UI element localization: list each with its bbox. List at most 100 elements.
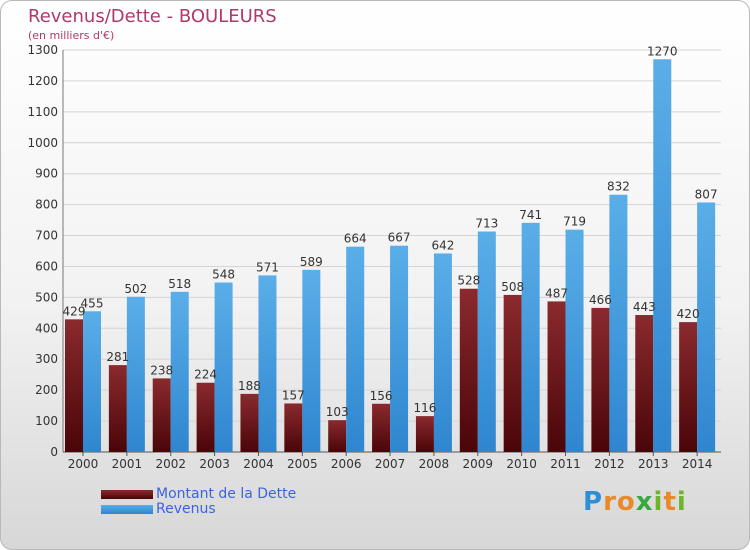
x-tick-label: 2012 — [594, 457, 625, 471]
data-label-dette: 508 — [501, 280, 524, 294]
data-label-revenus: 571 — [256, 260, 279, 274]
x-tick-label: 2002 — [155, 457, 186, 471]
x-tick-label: 2011 — [550, 457, 581, 471]
logo-letter: o — [616, 487, 636, 517]
logo-letter: i — [676, 487, 687, 517]
y-tick-label: 700 — [35, 229, 58, 243]
x-tick-label: 2004 — [243, 457, 274, 471]
bar-dette — [591, 307, 610, 452]
data-label-revenus: 807 — [695, 187, 718, 201]
x-tick-label: 2014 — [682, 457, 713, 471]
bar-revenus — [258, 275, 277, 452]
bar-dette — [503, 294, 522, 452]
data-label-dette: 487 — [545, 286, 568, 300]
bar-revenus — [214, 282, 233, 452]
legend-swatch-revenus — [101, 505, 153, 514]
y-tick-label: 100 — [35, 414, 58, 428]
y-tick-label: 1200 — [27, 74, 58, 88]
bar-dette — [65, 319, 83, 452]
bar-dette — [108, 365, 127, 452]
data-label-revenus: 713 — [475, 217, 498, 231]
x-tick-label: 2013 — [638, 457, 669, 471]
data-label-revenus: 664 — [344, 232, 367, 246]
logo-letter: x — [635, 487, 654, 517]
y-tick-label: 800 — [35, 198, 58, 212]
data-label-revenus: 832 — [607, 180, 630, 194]
bar-revenus — [170, 291, 189, 452]
bar-revenus — [653, 59, 672, 453]
y-tick-label: 900 — [35, 167, 58, 181]
y-tick-label: 300 — [35, 352, 58, 366]
y-tick-label: 600 — [35, 259, 58, 273]
bar-revenus — [346, 246, 365, 452]
data-label-dette: 116 — [413, 401, 436, 415]
data-label-revenus: 455 — [81, 296, 104, 310]
data-label-dette: 238 — [150, 363, 173, 377]
bar-dette — [284, 403, 303, 452]
x-tick-label: 2009 — [463, 457, 494, 471]
y-tick-label: 400 — [35, 321, 58, 335]
bar-revenus — [521, 222, 540, 452]
x-tick-label: 2000 — [68, 457, 99, 471]
data-label-revenus: 589 — [300, 255, 323, 269]
data-label-dette: 429 — [63, 304, 86, 318]
data-label-dette: 420 — [677, 307, 700, 321]
data-label-revenus: 1270 — [647, 44, 678, 58]
y-tick-label: 200 — [35, 383, 58, 397]
bar-revenus — [609, 194, 628, 452]
data-label-dette: 528 — [457, 274, 480, 288]
y-tick-label: 1100 — [27, 105, 58, 119]
bar-dette — [240, 393, 259, 452]
logo-letter: t — [663, 487, 677, 517]
bar-revenus — [302, 269, 321, 452]
bar-revenus — [390, 245, 409, 452]
x-tick-label: 2007 — [375, 457, 406, 471]
bar-revenus — [697, 202, 716, 452]
bar-dette — [679, 322, 698, 452]
bar-dette — [152, 378, 171, 452]
data-label-revenus: 719 — [563, 215, 586, 229]
bar-dette — [635, 315, 654, 452]
bar-revenus — [83, 311, 101, 452]
bar-dette — [196, 382, 215, 452]
data-label-dette: 281 — [106, 350, 129, 364]
data-label-revenus: 667 — [388, 231, 411, 245]
bar-dette — [547, 301, 566, 452]
data-label-revenus: 642 — [431, 238, 454, 252]
chart-title: Revenus/Dette - BOULEURS — [28, 6, 277, 27]
y-tick-label: 1000 — [27, 136, 58, 150]
bar-dette — [372, 403, 391, 452]
y-tick-label: 500 — [35, 290, 58, 304]
chart-subtitle: (en milliers d'€) — [28, 29, 115, 42]
x-tick-label: 2010 — [506, 457, 537, 471]
legend-label-revenus: Revenus — [156, 501, 216, 517]
bar-revenus — [477, 231, 496, 452]
x-tick-label: 2005 — [287, 457, 318, 471]
data-label-dette: 443 — [633, 300, 656, 314]
data-label-dette: 157 — [282, 388, 305, 402]
bar-revenus — [126, 296, 145, 452]
data-label-dette: 466 — [589, 293, 612, 307]
logo-letter: r — [603, 487, 617, 517]
x-tick-label: 2001 — [112, 457, 143, 471]
y-tick-label: 0 — [50, 445, 58, 459]
logo-letter: P — [583, 487, 604, 517]
legend-label-dette: Montant de la Dette — [156, 486, 297, 502]
x-tick-label: 2003 — [199, 457, 230, 471]
bar-dette — [459, 288, 478, 452]
data-label-dette: 188 — [238, 379, 261, 393]
bar-dette — [415, 416, 434, 452]
x-tick-label: 2006 — [331, 457, 362, 471]
data-label-revenus: 502 — [124, 282, 147, 296]
x-tick-label: 2008 — [419, 457, 450, 471]
proxiti-logo: Proxiti — [583, 487, 687, 517]
data-label-dette: 156 — [370, 389, 393, 403]
legend-swatch-dette — [101, 490, 153, 499]
data-label-dette: 224 — [194, 368, 217, 382]
logo-letter: i — [653, 487, 664, 517]
data-label-revenus: 741 — [519, 208, 542, 222]
bar-revenus — [433, 253, 452, 452]
y-tick-label: 1300 — [27, 43, 58, 57]
